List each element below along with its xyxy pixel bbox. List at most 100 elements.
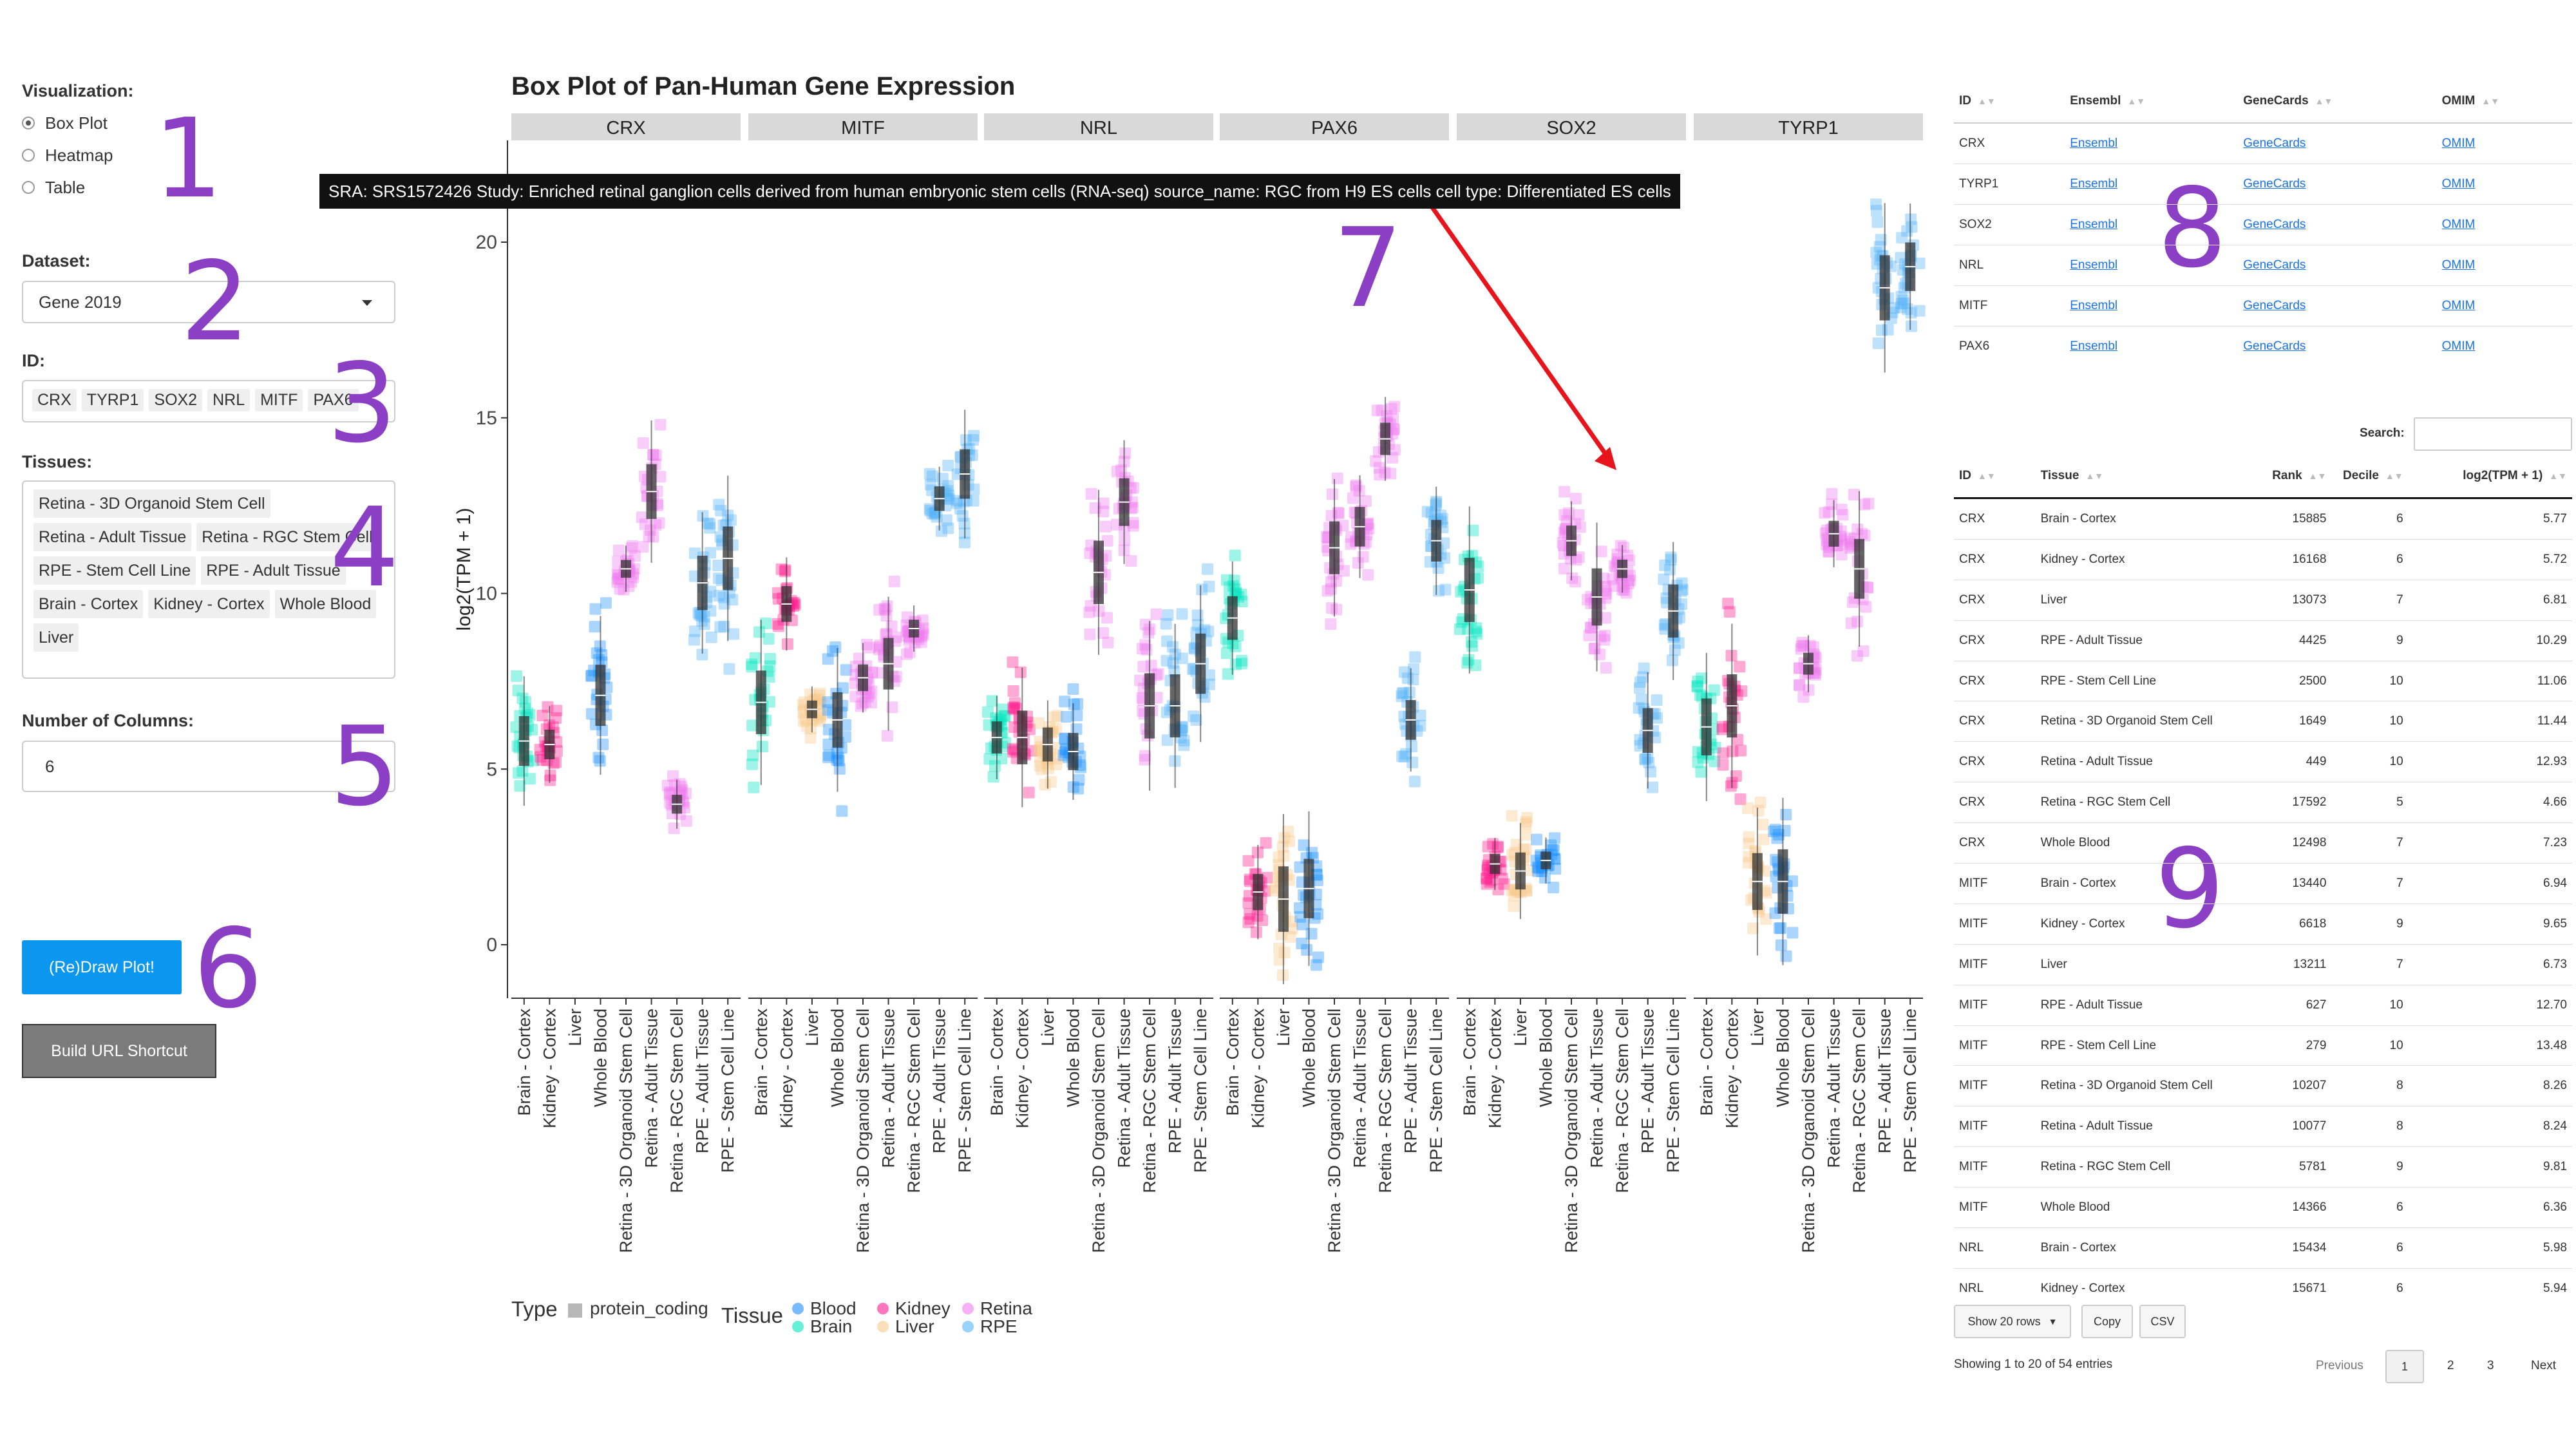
- build-url-shortcut-button[interactable]: Build URL Shortcut: [22, 1024, 216, 1078]
- external-link-ensembl[interactable]: Ensembl: [2070, 339, 2118, 353]
- external-link-omim[interactable]: OMIM: [2441, 339, 2476, 353]
- x-tick-label: Brain - Cortex: [987, 1009, 1007, 1116]
- external-link-genecards[interactable]: GeneCards: [2243, 258, 2306, 272]
- external-link-ensembl[interactable]: Ensembl: [2070, 177, 2118, 191]
- pagination-page-2[interactable]: 2: [2447, 1359, 2454, 1372]
- data-point: [1852, 523, 1864, 535]
- links-cell: NRL: [1954, 245, 2065, 286]
- links-header-ensembl[interactable]: Ensembl ▲▼: [2065, 80, 2239, 124]
- data-point: [625, 542, 638, 554]
- data-point: [822, 723, 835, 735]
- viz-option-2[interactable]: Table: [22, 171, 113, 204]
- tissue-chip[interactable]: Retina - RGC Stem Cell: [196, 523, 378, 551]
- hover-tooltip: SRA: SRS1572426 Study: Enriched retinal …: [319, 174, 1680, 209]
- external-link-omim[interactable]: OMIM: [2441, 137, 2476, 150]
- tissue-chip[interactable]: Retina - Adult Tissue: [33, 523, 192, 551]
- pagination-page-1[interactable]: 1: [2385, 1350, 2424, 1383]
- pagination-next[interactable]: Next: [2531, 1359, 2557, 1372]
- table-cell: 13440: [2232, 863, 2332, 904]
- pagination-page-3[interactable]: 3: [2487, 1359, 2494, 1372]
- tissue-chip[interactable]: RPE - Adult Tissue: [201, 556, 346, 585]
- number-of-columns-input[interactable]: 6: [22, 741, 395, 792]
- external-link-genecards[interactable]: GeneCards: [2243, 299, 2306, 312]
- tissue-chip[interactable]: Retina - 3D Organoid Stem Cell: [33, 489, 270, 518]
- data-header-col-2[interactable]: Rank ▲▼: [2232, 455, 2332, 499]
- data-point: [1435, 509, 1447, 522]
- id-multiselect[interactable]: CRX TYRP1 SOX2 NRL MITF PAX6: [22, 380, 395, 422]
- data-point: [704, 518, 716, 530]
- data-point: [763, 671, 775, 683]
- dataset-select[interactable]: Gene 2019: [22, 281, 395, 323]
- data-point: [1906, 320, 1918, 332]
- x-tick-label: Whole Blood: [1063, 1009, 1083, 1107]
- radio-icon[interactable]: [22, 117, 35, 129]
- data-point: [1794, 662, 1806, 674]
- copy-button[interactable]: Copy: [2081, 1305, 2133, 1338]
- external-link-genecards[interactable]: GeneCards: [2243, 218, 2306, 231]
- table-cell: CRX: [1954, 538, 2036, 580]
- links-header-omim[interactable]: OMIM ▲▼: [2436, 80, 2572, 124]
- csv-button[interactable]: CSV: [2139, 1305, 2186, 1338]
- data-header-col-0[interactable]: ID ▲▼: [1954, 455, 2036, 499]
- data-point: [1385, 402, 1397, 415]
- external-link-ensembl[interactable]: Ensembl: [2070, 258, 2118, 272]
- external-link-ensembl[interactable]: Ensembl: [2070, 299, 2118, 312]
- links-header-id[interactable]: ID ▲▼: [1954, 80, 2065, 124]
- external-link-omim[interactable]: OMIM: [2441, 218, 2476, 231]
- tissues-multiselect[interactable]: Retina - 3D Organoid Stem Cell Retina - A…: [22, 480, 395, 679]
- pagination-previous[interactable]: Previous: [2316, 1359, 2363, 1372]
- id-chip[interactable]: SOX2: [149, 389, 203, 412]
- external-link-genecards[interactable]: GeneCards: [2243, 339, 2306, 353]
- data-point: [798, 704, 810, 716]
- data-point: [589, 621, 601, 633]
- data-point: [1051, 710, 1063, 722]
- data-point: [1618, 581, 1630, 593]
- external-link-genecards[interactable]: GeneCards: [2243, 137, 2306, 150]
- data-point: [789, 599, 801, 611]
- id-chip[interactable]: CRX: [32, 389, 77, 412]
- radio-icon[interactable]: [22, 181, 35, 194]
- tissue-chip[interactable]: Liver: [33, 623, 79, 652]
- data-header-col-1[interactable]: Tissue ▲▼: [2035, 455, 2233, 499]
- external-link-ensembl[interactable]: Ensembl: [2070, 218, 2118, 231]
- data-point: [680, 815, 692, 827]
- show-rows-select[interactable]: Show 20 rows ▼: [1954, 1305, 2071, 1338]
- data-header-col-4[interactable]: log2(TPM + 1) ▲▼: [2408, 455, 2572, 499]
- id-chip[interactable]: TYRP1: [81, 389, 144, 412]
- data-point: [1691, 680, 1703, 692]
- tissue-chip[interactable]: Whole Blood: [274, 590, 377, 618]
- external-link-genecards[interactable]: GeneCards: [2243, 177, 2306, 191]
- external-link-omim[interactable]: OMIM: [2441, 177, 2476, 191]
- data-point: [831, 754, 843, 766]
- links-header-genecards[interactable]: GeneCards ▲▼: [2238, 80, 2437, 124]
- data-point: [1539, 872, 1551, 884]
- id-chip[interactable]: PAX6: [308, 389, 359, 412]
- external-link-omim[interactable]: OMIM: [2441, 299, 2476, 312]
- tissue-chip[interactable]: Brain - Cortex: [33, 590, 144, 618]
- sort-icon: ▲▼: [2549, 470, 2567, 481]
- external-link-omim[interactable]: OMIM: [2441, 258, 2476, 272]
- external-link-ensembl[interactable]: Ensembl: [2070, 137, 2118, 150]
- redraw-plot-button[interactable]: (Re)Draw Plot!: [22, 940, 182, 994]
- header-label: OMIM: [2441, 94, 2476, 108]
- data-point: [596, 649, 608, 661]
- table-cell: 10: [2331, 984, 2409, 1026]
- search-input[interactable]: [2414, 417, 2572, 451]
- tissue-chip[interactable]: Kidney - Cortex: [148, 590, 270, 618]
- data-point: [1325, 583, 1337, 595]
- data-point: [1872, 337, 1884, 349]
- data-header-col-3[interactable]: Decile ▲▼: [2331, 455, 2409, 499]
- annotation-number-7: 7: [1333, 205, 1403, 332]
- id-chip[interactable]: MITF: [255, 389, 303, 412]
- viz-option-0[interactable]: Box Plot: [22, 107, 113, 139]
- viz-option-1[interactable]: Heatmap: [22, 139, 113, 171]
- table-cell: 8.24: [2408, 1106, 2572, 1147]
- data-point: [1717, 721, 1729, 733]
- data-point: [1508, 889, 1520, 902]
- links-cell: MITF: [1954, 285, 2065, 327]
- radio-icon[interactable]: [22, 149, 35, 162]
- tissue-chip[interactable]: RPE - Stem Cell Line: [33, 556, 196, 585]
- gene-id: PAX6: [1959, 339, 1990, 353]
- id-chip[interactable]: NRL: [207, 389, 251, 412]
- legend-tissue-label: Brain: [810, 1316, 853, 1336]
